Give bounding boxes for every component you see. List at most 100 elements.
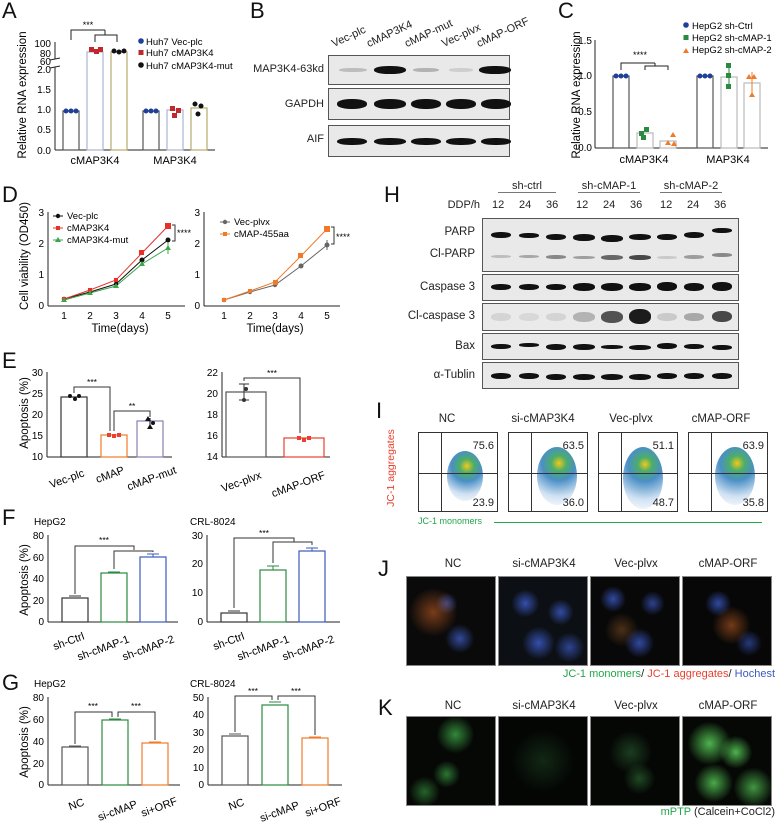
significance-marker: **** — [336, 232, 351, 242]
flow-title: NC — [438, 413, 456, 425]
chart-e: Apoptosis (%) 10 15 20 25 30 *** ** Vec-… — [19, 368, 330, 500]
image-title: NC — [444, 700, 462, 712]
svg-text:60: 60 — [33, 715, 45, 726]
flow-title: si-cMAP3K4 — [511, 413, 575, 425]
legend-item: HepG2 sh-Ctrl — [692, 21, 753, 32]
svg-text:2: 2 — [87, 311, 93, 322]
legend-item: Huh7 cMAP3K4 — [146, 48, 214, 59]
svg-text:0: 0 — [38, 617, 44, 628]
blot-gapdh — [328, 88, 511, 120]
lane-header: cMAP-ORF — [474, 15, 531, 50]
flow-plot-vec-plvx: 51.1 48.7 — [598, 432, 678, 512]
y-axis-label: Apoptosis (%) — [19, 377, 31, 449]
svg-text:20: 20 — [32, 410, 44, 421]
svg-text:60: 60 — [33, 553, 45, 564]
svg-text:MAP3K4: MAP3K4 — [706, 154, 749, 166]
svg-text:0: 0 — [198, 780, 204, 791]
jc1-imaging-j: NC si-cMAP3K4 Vec-plvx cMAP-ORF — [370, 555, 777, 666]
panel-label-c: C — [558, 0, 574, 23]
svg-text:10: 10 — [193, 763, 205, 774]
blot-row-label: Cl-caspase 3 — [407, 310, 475, 322]
svg-text:20: 20 — [207, 389, 219, 400]
blot-caspase3 — [482, 274, 739, 301]
jc1-legend: JC-1 monomers/ JC-1 aggregates/ Hochest — [562, 668, 775, 680]
image-title: NC — [444, 558, 462, 570]
panel-label-e: E — [2, 348, 17, 373]
svg-text:16: 16 — [207, 431, 219, 442]
svg-text:**: ** — [129, 401, 136, 411]
svg-text:1.5: 1.5 — [578, 36, 592, 47]
group-label: sh-cMAP-1 — [578, 180, 640, 193]
significance-marker: **** — [177, 228, 192, 238]
blot-row-label: MAP3K4-63kd — [253, 63, 324, 75]
blot-row-label: Caspase 3 — [420, 281, 475, 293]
svg-text:50: 50 — [193, 693, 205, 704]
panel-label-f: F — [2, 505, 16, 530]
image-title: si-cMAP3K4 — [512, 558, 576, 570]
svg-text:100: 100 — [34, 39, 51, 50]
svg-text:0: 0 — [38, 301, 44, 312]
svg-text:0: 0 — [38, 780, 44, 791]
svg-text:NC: NC — [67, 797, 86, 814]
image-si-cmap3k4 — [498, 576, 588, 666]
y-axis-label: Apoptosis (%) — [19, 706, 31, 778]
chart-c: Relative RNA expression 0.0 0.5 1.0 1.5 … — [571, 21, 772, 166]
chart-title: CRL-8024 — [190, 679, 236, 690]
svg-text:***: *** — [259, 528, 270, 538]
panel-label-h: H — [384, 182, 400, 207]
flow-plot-nc: 75.6 23.9 — [418, 432, 498, 512]
svg-text:20: 20 — [33, 759, 45, 770]
image-nc — [406, 716, 496, 806]
svg-text:80: 80 — [40, 49, 52, 60]
svg-text:0.0: 0.0 — [578, 143, 592, 154]
y-axis-label-jc1: JC-1 aggregates — [385, 429, 397, 507]
legend-item: Vec-plvx — [234, 217, 270, 228]
svg-text:***: *** — [131, 701, 142, 711]
svg-text:0.5: 0.5 — [578, 107, 592, 118]
legend-item: cMAP-455aa — [234, 229, 290, 240]
svg-text:14: 14 — [207, 452, 219, 463]
legend-item: cMAP3K4-mut — [67, 235, 129, 246]
image-title: si-cMAP3K4 — [512, 700, 576, 712]
svg-text:NC: NC — [227, 797, 246, 814]
svg-text:30: 30 — [193, 728, 205, 739]
svg-text:20: 20 — [33, 596, 45, 607]
image-vec-plvx — [590, 716, 680, 806]
panel-label-i: I — [376, 398, 383, 423]
legend-item: HepG2 sh-cMAP-1 — [692, 33, 772, 44]
blot-row-label: Cl-PARP — [429, 248, 475, 260]
x-category: cMAP3K4 — [71, 155, 120, 167]
y-axis-label: Cell viability (OD450) — [19, 202, 31, 310]
svg-text:4: 4 — [139, 311, 145, 322]
legend-item: Huh7 cMAP3K4-mut — [146, 61, 233, 72]
svg-text:***: *** — [291, 686, 302, 696]
flow-plot-cmap-orf: 63.9 35.8 — [688, 432, 768, 512]
svg-text:3: 3 — [113, 311, 119, 322]
panel-label-k: K — [378, 695, 393, 720]
mptp-caption: mPTP (Calcein+CoCl2) — [660, 806, 775, 818]
svg-text:20: 20 — [193, 745, 205, 756]
blot-bax — [482, 333, 739, 360]
svg-text:1: 1 — [194, 270, 200, 281]
svg-text:0: 0 — [197, 617, 203, 628]
y-axis-label: Relative RNA expression — [571, 31, 583, 158]
x-axis-label: Time(days) — [246, 323, 303, 335]
flow-title: cMAP-ORF — [691, 413, 751, 425]
group-label: sh-cMAP-2 — [660, 180, 722, 193]
svg-text:1.0: 1.0 — [578, 71, 592, 82]
ddp-label: DDP/h — [447, 199, 480, 211]
svg-text:***: *** — [88, 701, 99, 711]
svg-text:30: 30 — [32, 368, 44, 379]
svg-text:Vec-plc: Vec-plc — [48, 467, 86, 491]
svg-text:1: 1 — [221, 311, 227, 322]
panel-label-b: B — [250, 0, 265, 23]
legend-item: cMAP3K4 — [67, 223, 109, 234]
blot-tubulin — [482, 362, 739, 389]
svg-text:10: 10 — [32, 452, 44, 463]
image-cmap-orf — [682, 716, 772, 806]
blot-row-label: PARP — [444, 226, 475, 238]
svg-text:cMAP3K4: cMAP3K4 — [620, 154, 669, 166]
panel-label-g: G — [2, 670, 20, 695]
image-si-cmap3k4 — [498, 716, 588, 806]
svg-text:10: 10 — [192, 588, 204, 599]
